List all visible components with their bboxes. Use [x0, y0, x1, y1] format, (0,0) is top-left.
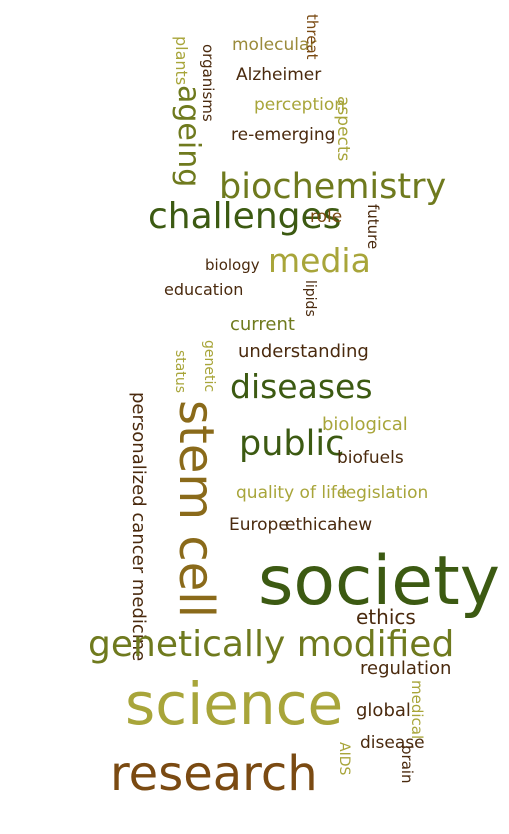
word-brain: brain [398, 745, 416, 784]
word-legislation: legislation [341, 483, 428, 503]
word-biology: biology [205, 256, 260, 274]
word-ethical: ethical [285, 515, 342, 535]
word-understanding: understanding [238, 341, 369, 362]
word-ethics: ethics [356, 605, 416, 629]
word-disease: disease [360, 733, 425, 753]
word-alzheimer: Alzheimer [236, 65, 321, 85]
word-diseases: diseases [230, 367, 373, 406]
word-genetically-modified: genetically modified [88, 624, 454, 665]
word-biofuels: biofuels [337, 448, 404, 468]
word-society: society [258, 542, 500, 621]
word-media: media [268, 241, 371, 280]
word-aids: AIDS [336, 742, 352, 775]
word-public: public [239, 424, 344, 464]
word-plants: plants [172, 36, 191, 85]
word-current: current [230, 314, 295, 335]
word-status: status [172, 350, 188, 393]
word-global: global [356, 700, 411, 721]
word-medical: medical [408, 680, 426, 739]
word-new: new [337, 515, 372, 535]
word-stem-cell: stem cell [168, 400, 224, 618]
word-re-emerging: re-emerging [231, 125, 335, 145]
word-quality-of-life: quality of life [236, 483, 347, 503]
word-regulation: regulation [360, 658, 451, 679]
word-science: science [125, 670, 343, 738]
word-organisms: organisms [199, 44, 217, 122]
word-research: research [110, 746, 318, 802]
word-europe: Europe [229, 515, 289, 535]
word-personalized-cancer-medicine: personalized cancer medicine [128, 392, 149, 661]
word-challenges: challenges [148, 196, 341, 237]
word-role: role [310, 207, 342, 227]
word-ageing: ageing [171, 85, 206, 187]
word-biological: biological [322, 414, 408, 435]
word-molecular: molecular [232, 35, 316, 55]
word-education: education [164, 280, 243, 299]
word-lipids: lipids [302, 280, 318, 317]
word-genetic: genetic [201, 340, 217, 392]
word-perception: perception [254, 95, 345, 115]
word-future: future [364, 204, 382, 249]
word-aspects: aspects [333, 96, 353, 162]
word-biochemistry: biochemistry [219, 167, 446, 207]
word-threat: threat [303, 14, 321, 60]
